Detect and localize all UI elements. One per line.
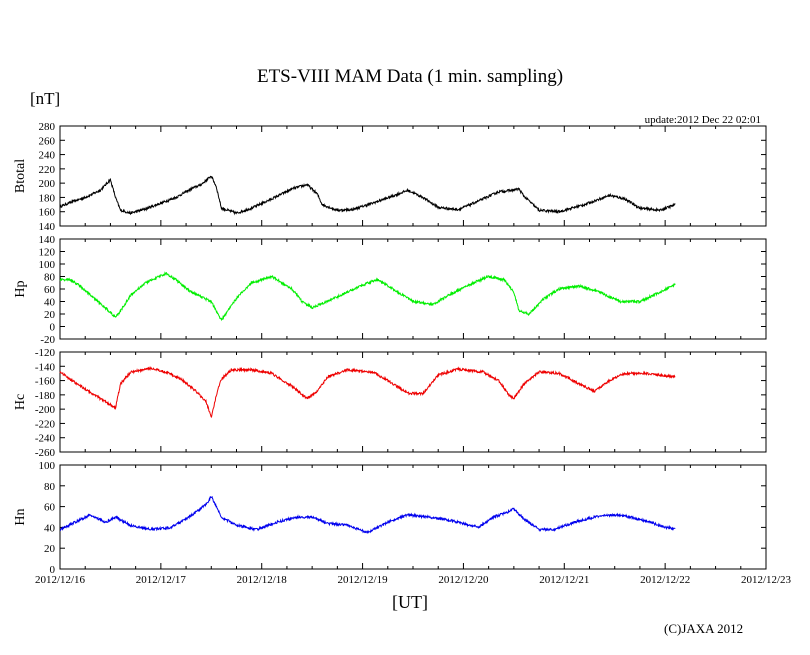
y-tick-label: 100 — [39, 259, 56, 271]
y-tick-label: -220 — [35, 418, 56, 430]
y-tick-label: 240 — [39, 150, 56, 162]
y-tick-label: -260 — [35, 447, 56, 459]
series-line-hc — [59, 366, 676, 419]
y-tick-label: 280 — [39, 121, 56, 133]
y-tick-label: -160 — [35, 376, 56, 388]
y-tick-label: 120 — [39, 247, 56, 259]
y-tick-label: 100 — [39, 460, 56, 472]
y-tick-label: -120 — [35, 347, 56, 359]
y-tick-label: -180 — [35, 390, 56, 402]
x-tick-label: 2012/12/20 — [438, 574, 489, 586]
y-tick-label: 220 — [39, 164, 56, 176]
update-timestamp: update:2012 Dec 22 02:01 — [644, 114, 761, 126]
y-tick-label: -20 — [40, 334, 55, 346]
y-tick-label: -140 — [35, 361, 56, 373]
panel-frame-hp — [59, 238, 767, 340]
y-tick-label: 140 — [39, 234, 56, 246]
y-tick-label: 60 — [44, 502, 56, 514]
y-tick-label: 60 — [44, 284, 56, 296]
copyright-notice: (C)JAXA 2012 — [664, 621, 744, 636]
y-tick-label: 80 — [44, 481, 56, 493]
x-tick-label: 2012/12/19 — [338, 574, 389, 586]
y-tick-label: 160 — [39, 207, 56, 219]
x-tick-label: 2012/12/16 — [35, 574, 86, 586]
x-tick-label: 2012/12/18 — [237, 574, 288, 586]
y-tick-label: 40 — [44, 297, 56, 309]
panel-frame-hc — [59, 351, 767, 453]
x-tick-label: 2012/12/17 — [136, 574, 187, 586]
series-line-hp — [59, 271, 676, 322]
chart-title: ETS-VIII MAM Data (1 min. sampling) — [256, 66, 564, 87]
panel-label-hp: Hp — [13, 280, 28, 297]
panel-label-hc: Hc — [13, 394, 28, 410]
unit-label: [nT] — [30, 89, 61, 108]
series-line-btotal — [59, 175, 676, 216]
x-axis-label: [UT] — [392, 592, 428, 612]
y-tick-label: 200 — [39, 178, 56, 190]
y-tick-label: 20 — [44, 543, 56, 555]
y-tick-label: 80 — [44, 272, 56, 284]
x-tick-label: 2012/12/23 — [741, 574, 792, 586]
y-tick-label: 180 — [39, 192, 56, 204]
y-tick-label: 0 — [50, 564, 56, 576]
series-line-hn — [59, 495, 676, 534]
panel-frame-btotal — [59, 125, 767, 227]
x-tick-label: 2012/12/22 — [640, 574, 690, 586]
y-tick-label: 0 — [50, 322, 56, 334]
y-tick-label: 40 — [44, 522, 56, 534]
y-tick-label: -200 — [35, 404, 56, 416]
y-tick-label: 140 — [39, 221, 56, 233]
panel-label-btotal: Btotal — [13, 159, 28, 193]
y-tick-label: -240 — [35, 433, 56, 445]
panel-label-hn: Hn — [13, 508, 28, 525]
y-tick-label: 260 — [39, 135, 56, 147]
x-tick-label: 2012/12/21 — [539, 574, 589, 586]
y-tick-label: 20 — [44, 309, 56, 321]
